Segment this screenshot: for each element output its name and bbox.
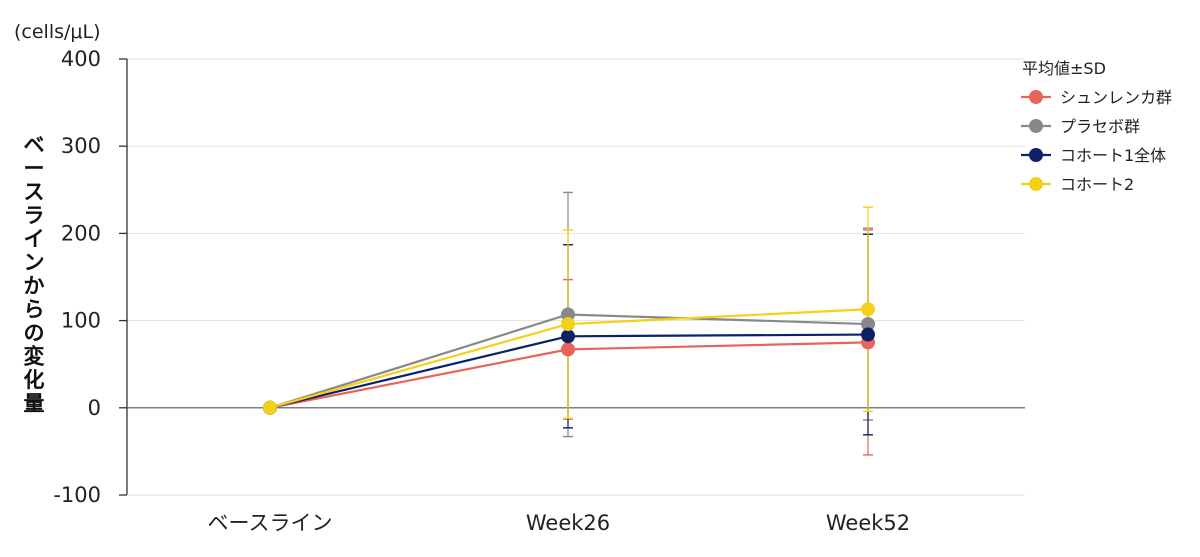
y-axis-label-char: ス <box>24 180 45 204</box>
legend-label: コホート2 <box>1060 175 1134 194</box>
data-point <box>861 302 875 317</box>
legend-item: コホート2 <box>1021 175 1134 194</box>
legend-title: 平均値±SD <box>1022 59 1106 78</box>
y-axis-label-char: ー <box>24 157 45 181</box>
y-axis-label-char: ベ <box>24 133 45 157</box>
x-tick-label: Week26 <box>526 511 610 535</box>
y-axis-label-char: 変 <box>24 345 45 369</box>
legend-marker <box>1029 148 1043 162</box>
data-point <box>561 329 575 344</box>
y-axis-label-char: イ <box>24 227 45 251</box>
y-ticks: -100 0 100 200 300 400 <box>53 47 127 507</box>
data-points <box>263 302 875 415</box>
x-tick-label: Week52 <box>826 511 910 535</box>
legend-marker <box>1029 119 1043 133</box>
legend-label: シュンレンカ群 <box>1060 88 1172 107</box>
y-tick-label: 300 <box>61 134 101 158</box>
y-axis-label-char: ン <box>24 251 45 275</box>
y-axis-label-char: 化 <box>24 368 45 392</box>
legend-label: プラセボ群 <box>1060 117 1140 136</box>
y-axis-label-char: か <box>24 274 45 298</box>
y-tick-label: 0 <box>88 396 101 420</box>
data-point <box>561 317 575 332</box>
legend-item: プラセボ群 <box>1021 117 1140 136</box>
data-point <box>861 327 875 342</box>
data-point <box>861 317 875 332</box>
legend-marker <box>1029 90 1043 104</box>
y-axis-label-char: の <box>24 321 45 345</box>
y-tick-label: 400 <box>61 47 101 71</box>
grid-lines <box>127 58 1025 322</box>
x-ticks: ベースライン Week26 Week52 <box>208 511 911 535</box>
data-point <box>263 400 277 415</box>
x-tick-label: ベースライン <box>208 511 333 535</box>
legend-marker <box>1029 177 1043 191</box>
axes <box>126 59 1025 496</box>
y-axis-label-char: 量 <box>24 392 45 416</box>
legend-item: コホート1全体 <box>1021 146 1166 165</box>
legend-item: シュンレンカ群 <box>1021 88 1172 107</box>
y-tick-label: 200 <box>61 221 101 245</box>
y-tick-label: 100 <box>61 309 101 333</box>
y-tick-label: -100 <box>53 483 101 507</box>
data-point <box>561 342 575 357</box>
legend-label: コホート1全体 <box>1060 146 1166 165</box>
data-point <box>561 307 575 322</box>
unit-label: (cells/μL) <box>14 21 101 43</box>
y-axis-label-char: ラ <box>24 204 45 228</box>
y-axis-label-char: ら <box>24 298 45 322</box>
